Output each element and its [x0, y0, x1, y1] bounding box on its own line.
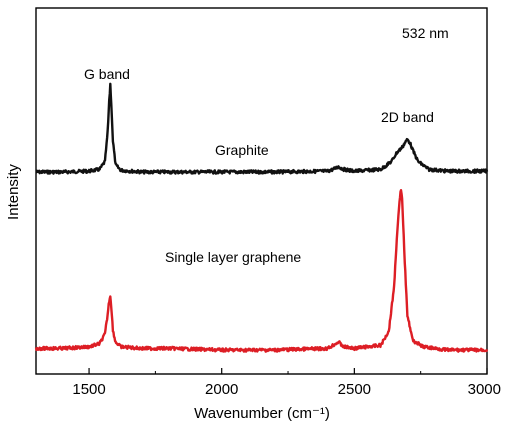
annotation-single-layer-graphene: Single layer graphene: [165, 249, 301, 265]
plot-frame: [35, 7, 488, 375]
series-line-graphite: [35, 82, 489, 175]
series-line-single-layer-graphene: [34, 189, 489, 353]
x-axis-label: Wavenumber (cm⁻¹): [194, 405, 330, 422]
annotation-g-band: G band: [84, 66, 130, 82]
annotation-graphite: Graphite: [215, 142, 269, 158]
y-axis-label: Intensity: [5, 164, 22, 220]
x-ticks: 1500 2000 2500 3000: [72, 368, 501, 398]
x-tick-label: 2500: [338, 381, 371, 398]
series-layer: [34, 82, 489, 353]
annotation-2d-band: 2D band: [381, 109, 434, 125]
x-tick-label: 1500: [72, 381, 105, 398]
x-tick-label: 2000: [205, 381, 238, 398]
x-tick-label: 3000: [468, 381, 501, 398]
annotation-532nm: 532 nm: [402, 25, 449, 41]
